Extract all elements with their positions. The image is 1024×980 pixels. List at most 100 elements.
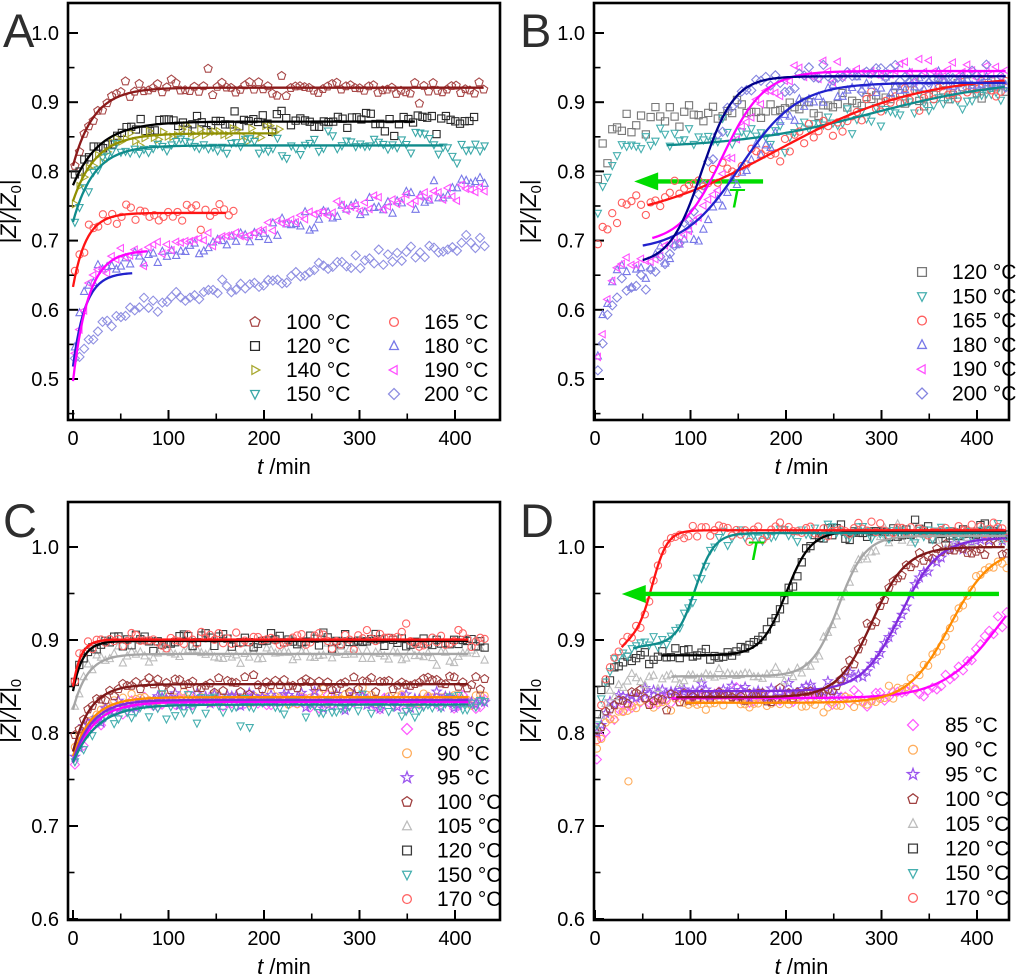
panel-c-y-axis-title: |Z|/|Z|0 (0, 679, 25, 743)
panel-c-legend-item-95c: 95 °C (399, 767, 490, 790)
pentagon-icon (249, 315, 261, 327)
panel-c-legend-label-95c: 95 °C (437, 767, 490, 790)
panel-d-y-tick-label: 0.8 (557, 723, 585, 745)
panel-c-series-85c-fit-line (71, 700, 469, 764)
square-icon (916, 266, 928, 278)
panel-c-y-tick-label: 1.0 (31, 537, 59, 559)
panel-label-a: A (3, 4, 35, 57)
panel-a-frame (66, 1, 502, 422)
panel-a-series-190c-scatter (69, 180, 488, 358)
panel-d-legend-label-85c: 85 °C (945, 714, 998, 737)
panel-d-axes: 0 100 200 300 400 0.6 0.7 0.8 0.9 1.0 (557, 537, 994, 950)
panel-c-frame (66, 500, 502, 922)
panel-a-legend-label-200c: 200 °C (424, 383, 488, 406)
panel-d-legend-label-120c: 120 °C (945, 838, 1009, 861)
panel-c-legend-label-170c: 170 °C (437, 888, 501, 911)
panel-a-legend-label-150c: 150 °C (286, 383, 350, 406)
panel-a-chart: 0 100 200 300 400 0.5 0.6 0.7 0.8 0.9 1.0 t /min |Z|… (0, 1, 502, 479)
panel-a-y-axis-title: |Z|/|Z0| (0, 179, 25, 243)
panel-c-x-tick-label: 0 (67, 928, 78, 950)
panel-a-legend-item-200c: 200 °C (387, 383, 488, 406)
panel-d-series-90c-fit-line (685, 556, 1006, 705)
panel-d-frame (592, 500, 1011, 922)
panel-d-y-axis-title: |Z|/|Z|0 (516, 679, 545, 743)
panel-b-y-axis-title: |Z|/|Z0| (516, 179, 545, 243)
panel-a-series-120c-fit-line (71, 120, 415, 186)
star-icon (905, 766, 921, 781)
panel-d-legend-label-90c: 90 °C (945, 739, 998, 762)
panel-c-series-100c-fit-line (71, 683, 469, 752)
panel-a-series-150c-scatter (70, 127, 490, 228)
panel-a-series-165c-fit-line (71, 211, 226, 288)
panel-c-legend-item-85c: 85 °C (400, 718, 490, 741)
panel-b-y-tick-label: 0.5 (557, 369, 585, 391)
panel-a-legend-item-165c: 165 °C (388, 311, 488, 334)
panel-d-chart: 0 100 200 300 400 0.6 0.7 0.8 0.9 1.0 t /min |Z|/|Z… (516, 500, 1011, 979)
circle-icon (401, 894, 413, 905)
panel-c-series-105c-fit-line (71, 652, 469, 711)
panel-a-series-190c-fit-line (71, 250, 148, 382)
panel-a-legend-item-120c: 120 °C (249, 335, 350, 358)
panel-a-legend-item-180c: 180 °C (388, 335, 488, 358)
panel-c-chart: 0 100 200 300 400 0.6 0.7 0.8 0.9 1.0 t /min |Z|/|Z… (0, 500, 502, 979)
panel-a-series-140c-fit-line (71, 132, 276, 202)
panel-a-x-axis-title: t /min (257, 454, 311, 479)
panel-d-y-tick-label: 0.9 (557, 630, 585, 652)
panel-b-legend-label-165c: 165 °C (952, 310, 1016, 333)
panel-a-x-tick-label: 400 (438, 428, 471, 450)
triup-icon (916, 338, 928, 350)
panel-b-series-200c-scatter (595, 59, 1008, 376)
panel-b-legend-label-120c: 120 °C (952, 261, 1016, 284)
circle-icon (907, 744, 919, 755)
panel-b-x-tick-label: 400 (960, 428, 993, 450)
pentagon-icon (401, 795, 413, 807)
panel-c-legend-label-90c: 90 °C (437, 742, 490, 765)
panel-a-y-tick-label: 0.7 (31, 231, 59, 253)
panel-d-legend-item-95c: 95 °C (905, 763, 998, 786)
circle-icon (388, 316, 400, 328)
panel-b-series-200c-fit-line (642, 75, 1006, 262)
diamond-icon (387, 387, 401, 401)
panel-d-legend-label-105c: 105 °C (945, 813, 1009, 836)
trileft-icon (387, 364, 398, 376)
pentagon-icon (907, 793, 919, 805)
panel-d-x-axis-title: t /min (775, 954, 829, 979)
panel-a-x-tick-label: 0 (67, 428, 78, 450)
panel-c-x-tick-label: 200 (247, 928, 280, 950)
panel-c-x-tick-label: 300 (343, 928, 376, 950)
panel-d-legend-label-100c: 100 °C (945, 788, 1009, 811)
panel-b-legend-label-190c: 190 °C (952, 358, 1016, 381)
square-icon (907, 843, 919, 854)
panel-a-legend-label-165c: 165 °C (424, 311, 488, 334)
tridown-icon (907, 869, 919, 880)
trileft-icon (915, 363, 926, 375)
square-icon (249, 340, 261, 352)
panel-c-series-150c-fit-line (71, 703, 469, 764)
panel-c-x-axis-title: t /min (257, 954, 311, 979)
triup-icon (907, 817, 919, 828)
panel-b-y-tick-label: 0.6 (557, 300, 585, 322)
panel-b-temperature-arrow: T (634, 172, 764, 213)
triup-icon (401, 819, 413, 831)
panel-label-d: D (520, 494, 554, 547)
panel-label-c: C (3, 494, 37, 547)
panel-b-series-180c-fit-line (642, 81, 1006, 247)
square-icon (401, 845, 413, 856)
panel-a-y-tick-label: 0.6 (31, 300, 59, 322)
panel-b-y-tick-label: 0.7 (557, 231, 585, 253)
tridown-icon (401, 870, 413, 882)
panel-d-y-tick-label: 0.6 (557, 909, 585, 931)
panel-a-x-tick-label: 100 (152, 428, 185, 450)
panel-c-legend-item-120c: 120 °C (401, 840, 501, 863)
panel-d-legend-label-95c: 95 °C (945, 763, 998, 786)
panel-c-series-95c-fit-line (71, 698, 469, 762)
panel-c-x-tick-label: 400 (438, 928, 471, 950)
panel-b-x-axis-title: t /min (775, 454, 829, 479)
panel-c-legend-item-170c: 170 °C (401, 888, 501, 911)
panel-c-y-tick-label: 0.9 (31, 630, 59, 652)
panel-b-x-tick-label: 0 (589, 428, 600, 450)
panel-d-series-170c-fit-line (620, 529, 1006, 648)
panel-c-legend-label-105c: 105 °C (437, 815, 501, 838)
panel-c-x-tick-label: 100 (152, 928, 185, 950)
panel-b-legend-label-200c: 200 °C (952, 383, 1016, 406)
